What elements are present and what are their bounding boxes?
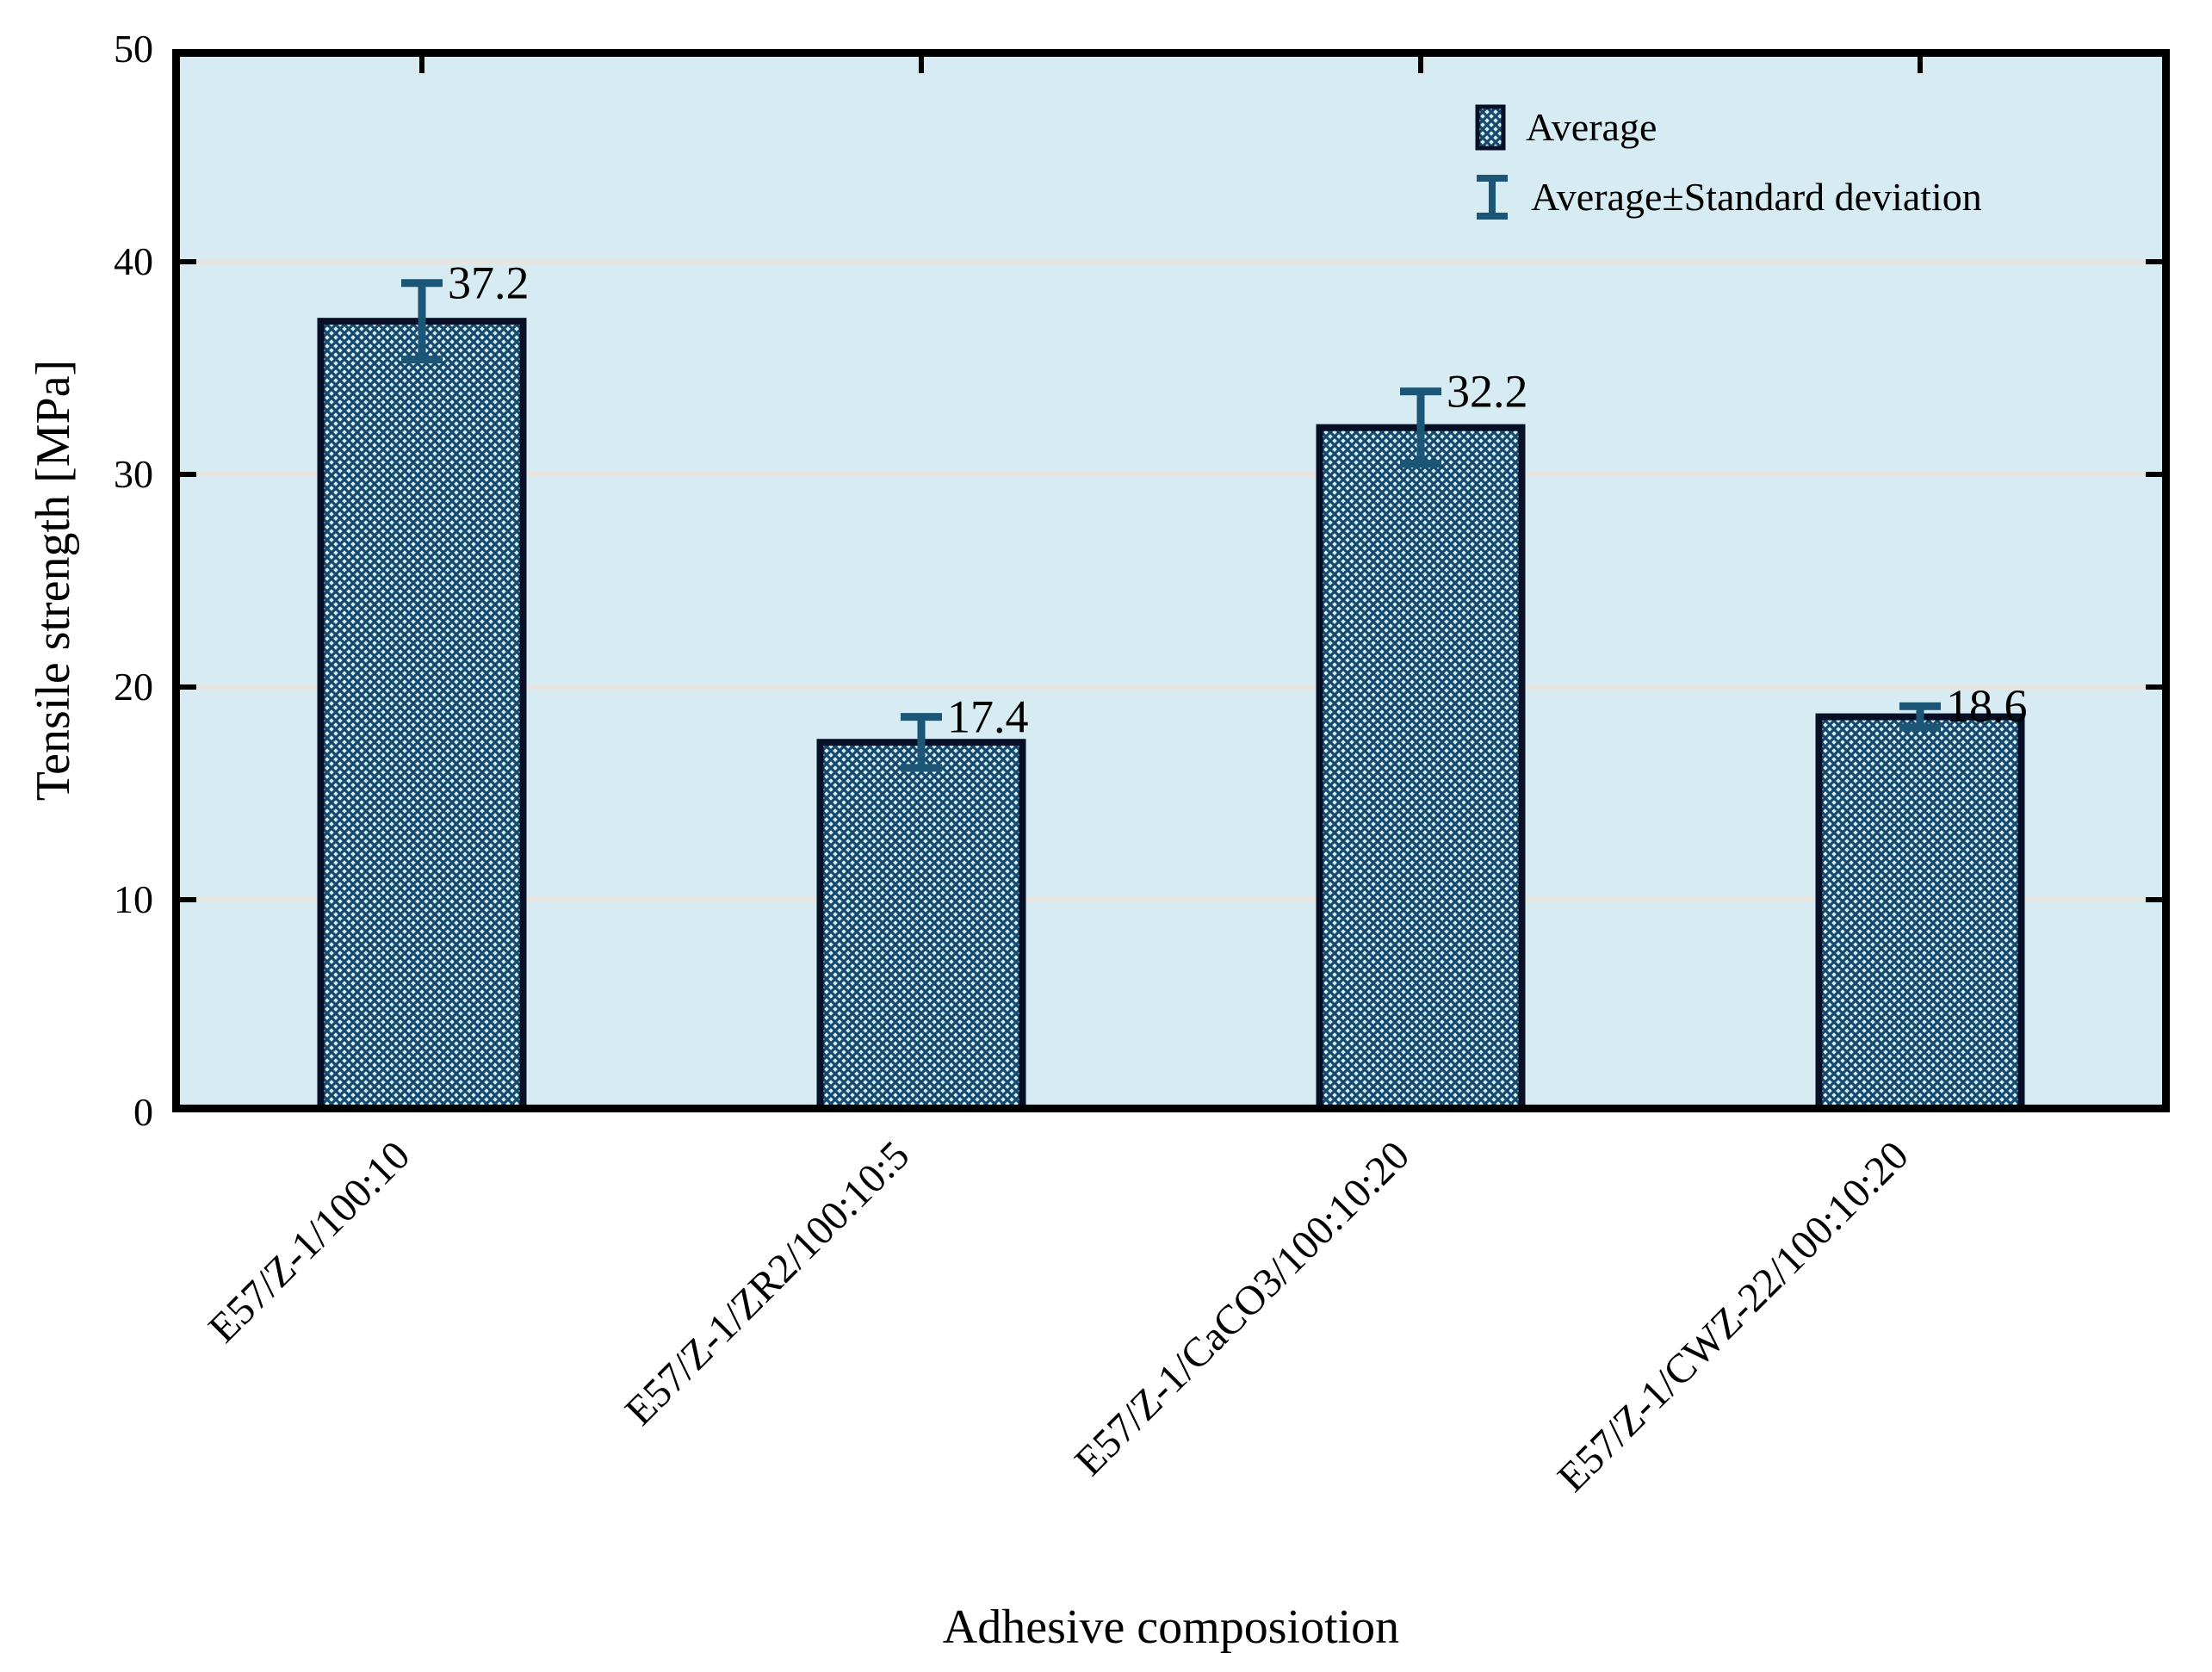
legend: Average Average±Standard deviation	[1474, 103, 1982, 222]
error-bar	[1899, 702, 1941, 732]
axis-frame	[172, 49, 2170, 1112]
error-bar	[901, 713, 942, 772]
bar	[1316, 424, 1526, 1112]
y-tick-label: 50	[114, 27, 153, 71]
x-category-label: E57/Z-1/CWZ-22/100:10:20	[1549, 1132, 1918, 1502]
chart-canvas: 37.2 17.4 32.2 18.6	[172, 49, 2170, 1112]
bar	[1815, 713, 2025, 1112]
value-label: 37.2	[448, 257, 530, 309]
value-label: 32.2	[1447, 366, 1528, 418]
error-bar-icon	[1477, 175, 1508, 220]
legend-item-stddev: Average±Standard deviation	[1474, 172, 1982, 222]
y-tick-label: 30	[114, 452, 153, 496]
legend-item-average: Average	[1474, 103, 1982, 152]
error-bar	[401, 279, 443, 364]
bar	[816, 739, 1026, 1112]
x-category-label: E57/Z-1/CaCO3/100:10:20	[1065, 1132, 1418, 1485]
y-tick-label: 0	[133, 1090, 153, 1134]
hatched-box-icon	[1475, 104, 1506, 151]
plot-area: 37.2 17.4 32.2 18.6	[172, 49, 2170, 1112]
value-label: 18.6	[1946, 680, 2028, 732]
y-axis-title: Tensile strength [MPa]	[27, 359, 80, 802]
error-bar	[1400, 387, 1441, 468]
value-label: 17.4	[947, 691, 1029, 743]
y-tick-label: 20	[114, 665, 153, 709]
x-category-label: E57/Z-1/100:10	[200, 1132, 419, 1352]
legend-label-average: Average	[1526, 105, 1657, 149]
bar	[317, 318, 527, 1112]
x-axis-title: Adhesive composiotion	[942, 1601, 1400, 1654]
x-category-label: E57/Z-1/ZR2/100:10:5	[617, 1132, 919, 1434]
y-tick-label: 40	[114, 239, 153, 283]
legend-label-stddev: Average±Standard deviation	[1531, 175, 1982, 219]
y-tick-label: 10	[114, 877, 153, 921]
